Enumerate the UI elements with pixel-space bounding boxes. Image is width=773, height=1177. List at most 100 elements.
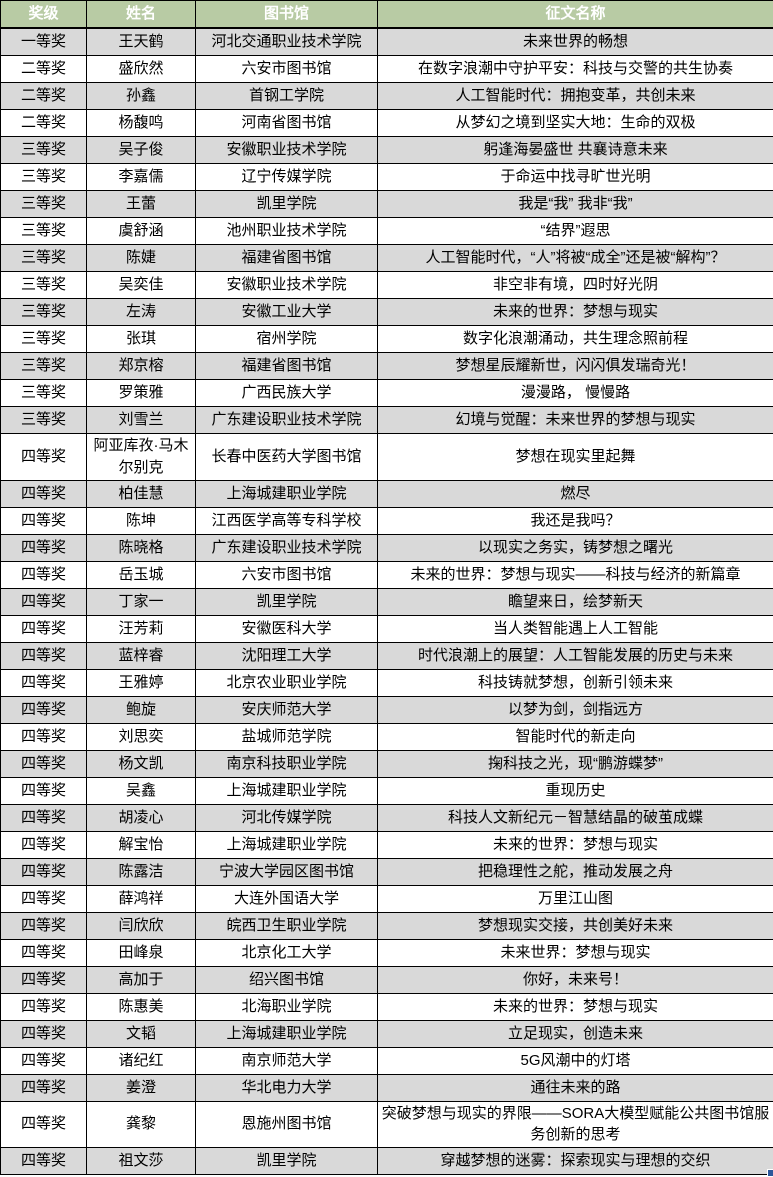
title-cell[interactable]: 未来的世界：梦想与现实——科技与经济的新篇章 <box>378 561 773 588</box>
header-library[interactable]: 图书馆 <box>196 1 378 29</box>
name-cell[interactable]: 盛欣然 <box>87 56 196 83</box>
title-cell[interactable]: 梦想现实交接，共创美好未来 <box>378 912 773 939</box>
name-cell[interactable]: 文韬 <box>87 1020 196 1047</box>
library-cell[interactable]: 六安市图书馆 <box>196 56 378 83</box>
name-cell[interactable]: 罗策雅 <box>87 380 196 407</box>
title-cell[interactable]: 漫漫路， 慢慢路 <box>378 380 773 407</box>
award-cell[interactable]: 四等奖 <box>1 1148 87 1175</box>
library-cell[interactable]: 华北电力大学 <box>196 1074 378 1101</box>
award-cell[interactable]: 四等奖 <box>1 912 87 939</box>
award-cell[interactable]: 三等奖 <box>1 164 87 191</box>
title-cell[interactable]: 穿越梦想的迷雾：探索现实与理想的交织 <box>378 1148 773 1175</box>
library-cell[interactable]: 北京农业职业学院 <box>196 669 378 696</box>
title-cell[interactable]: 幻境与觉醒：未来世界的梦想与现实 <box>378 407 773 434</box>
library-cell[interactable]: 首钢工学院 <box>196 83 378 110</box>
name-cell[interactable]: 陈露洁 <box>87 858 196 885</box>
award-cell[interactable]: 三等奖 <box>1 272 87 299</box>
award-cell[interactable]: 四等奖 <box>1 642 87 669</box>
title-cell[interactable]: 掬科技之光，现“鹏游蝶梦” <box>378 750 773 777</box>
library-cell[interactable]: 沈阳理工大学 <box>196 642 378 669</box>
library-cell[interactable]: 广东建设职业技术学院 <box>196 407 378 434</box>
award-cell[interactable]: 四等奖 <box>1 696 87 723</box>
name-cell[interactable]: 解宝怡 <box>87 831 196 858</box>
fill-handle[interactable] <box>767 1169 773 1177</box>
award-cell[interactable]: 四等奖 <box>1 480 87 507</box>
award-cell[interactable]: 三等奖 <box>1 407 87 434</box>
title-cell[interactable]: 重现历史 <box>378 777 773 804</box>
award-cell[interactable]: 四等奖 <box>1 993 87 1020</box>
title-cell[interactable]: 时代浪潮上的展望：人工智能发展的历史与未来 <box>378 642 773 669</box>
library-cell[interactable]: 江西医学高等专科学校 <box>196 507 378 534</box>
library-cell[interactable]: 上海城建职业学院 <box>196 1020 378 1047</box>
name-cell[interactable]: 阿亚库孜·马木尔别克 <box>87 434 196 481</box>
title-cell[interactable]: 智能时代的新走向 <box>378 723 773 750</box>
library-cell[interactable]: 大连外国语大学 <box>196 885 378 912</box>
title-cell[interactable]: 非空非有境，四时好光阴 <box>378 272 773 299</box>
title-cell[interactable]: 在数字浪潮中守护平安：科技与交警的共生协奏 <box>378 56 773 83</box>
title-cell[interactable]: 未来的世界：梦想与现实 <box>378 299 773 326</box>
award-cell[interactable]: 四等奖 <box>1 588 87 615</box>
award-cell[interactable]: 四等奖 <box>1 669 87 696</box>
name-cell[interactable]: 田峰泉 <box>87 939 196 966</box>
library-cell[interactable]: 池州职业技术学院 <box>196 218 378 245</box>
title-cell[interactable]: 躬逢海晏盛世 共襄诗意未来 <box>378 137 773 164</box>
name-cell[interactable]: 岳玉城 <box>87 561 196 588</box>
title-cell[interactable]: 科技人文新纪元－智慧结晶的破茧成蝶 <box>378 804 773 831</box>
award-cell[interactable]: 四等奖 <box>1 723 87 750</box>
library-cell[interactable]: 辽宁传媒学院 <box>196 164 378 191</box>
name-cell[interactable]: 柏佳慧 <box>87 480 196 507</box>
award-cell[interactable]: 二等奖 <box>1 56 87 83</box>
award-cell[interactable]: 四等奖 <box>1 831 87 858</box>
library-cell[interactable]: 北海职业学院 <box>196 993 378 1020</box>
title-cell[interactable]: 人工智能时代，“人”将被“成全”还是被“解构”？ <box>378 245 773 272</box>
library-cell[interactable]: 凯里学院 <box>196 588 378 615</box>
name-cell[interactable]: 汪芳莉 <box>87 615 196 642</box>
title-cell[interactable]: 科技铸就梦想，创新引领未来 <box>378 669 773 696</box>
name-cell[interactable]: 姜澄 <box>87 1074 196 1101</box>
name-cell[interactable]: 吴子俊 <box>87 137 196 164</box>
library-cell[interactable]: 河北交通职业技术学院 <box>196 28 378 56</box>
name-cell[interactable]: 吴奕佳 <box>87 272 196 299</box>
title-cell[interactable]: 于命运中找寻旷世光明 <box>378 164 773 191</box>
title-cell[interactable]: 当人类智能遇上人工智能 <box>378 615 773 642</box>
library-cell[interactable]: 凯里学院 <box>196 191 378 218</box>
library-cell[interactable]: 盐城师范学院 <box>196 723 378 750</box>
name-cell[interactable]: 闫欣欣 <box>87 912 196 939</box>
name-cell[interactable]: 李嘉儒 <box>87 164 196 191</box>
award-cell[interactable]: 三等奖 <box>1 137 87 164</box>
award-cell[interactable]: 四等奖 <box>1 507 87 534</box>
name-cell[interactable]: 祖文莎 <box>87 1148 196 1175</box>
title-cell[interactable]: 把稳理性之舵，推动发展之舟 <box>378 858 773 885</box>
library-cell[interactable]: 广西民族大学 <box>196 380 378 407</box>
title-cell[interactable]: 人工智能时代：拥抱变革，共创未来 <box>378 83 773 110</box>
award-cell[interactable]: 三等奖 <box>1 218 87 245</box>
award-cell[interactable]: 四等奖 <box>1 561 87 588</box>
name-cell[interactable]: 左涛 <box>87 299 196 326</box>
name-cell[interactable]: 陈坤 <box>87 507 196 534</box>
name-cell[interactable]: 刘思奕 <box>87 723 196 750</box>
title-cell[interactable]: 通往未来的路 <box>378 1074 773 1101</box>
name-cell[interactable]: 杨文凯 <box>87 750 196 777</box>
library-cell[interactable]: 福建省图书馆 <box>196 353 378 380</box>
title-cell[interactable]: 数字化浪潮涌动，共生理念照前程 <box>378 326 773 353</box>
award-cell[interactable]: 四等奖 <box>1 966 87 993</box>
award-cell[interactable]: 四等奖 <box>1 1020 87 1047</box>
award-cell[interactable]: 三等奖 <box>1 299 87 326</box>
library-cell[interactable]: 上海城建职业学院 <box>196 777 378 804</box>
award-cell[interactable]: 一等奖 <box>1 28 87 56</box>
name-cell[interactable]: 高加于 <box>87 966 196 993</box>
name-cell[interactable]: 吴鑫 <box>87 777 196 804</box>
library-cell[interactable]: 安徽职业技术学院 <box>196 137 378 164</box>
library-cell[interactable]: 皖西卫生职业学院 <box>196 912 378 939</box>
title-cell[interactable]: 以现实之务实，铸梦想之曙光 <box>378 534 773 561</box>
name-cell[interactable]: 孙鑫 <box>87 83 196 110</box>
title-cell[interactable]: 未来的世界：梦想与现实 <box>378 831 773 858</box>
library-cell[interactable]: 恩施州图书馆 <box>196 1101 378 1148</box>
award-cell[interactable]: 四等奖 <box>1 615 87 642</box>
name-cell[interactable]: 胡凌心 <box>87 804 196 831</box>
title-cell[interactable]: 燃尽 <box>378 480 773 507</box>
header-title[interactable]: 征文名称 <box>378 1 773 29</box>
library-cell[interactable]: 北京化工大学 <box>196 939 378 966</box>
title-cell[interactable]: 你好，未来号！ <box>378 966 773 993</box>
award-cell[interactable]: 四等奖 <box>1 777 87 804</box>
